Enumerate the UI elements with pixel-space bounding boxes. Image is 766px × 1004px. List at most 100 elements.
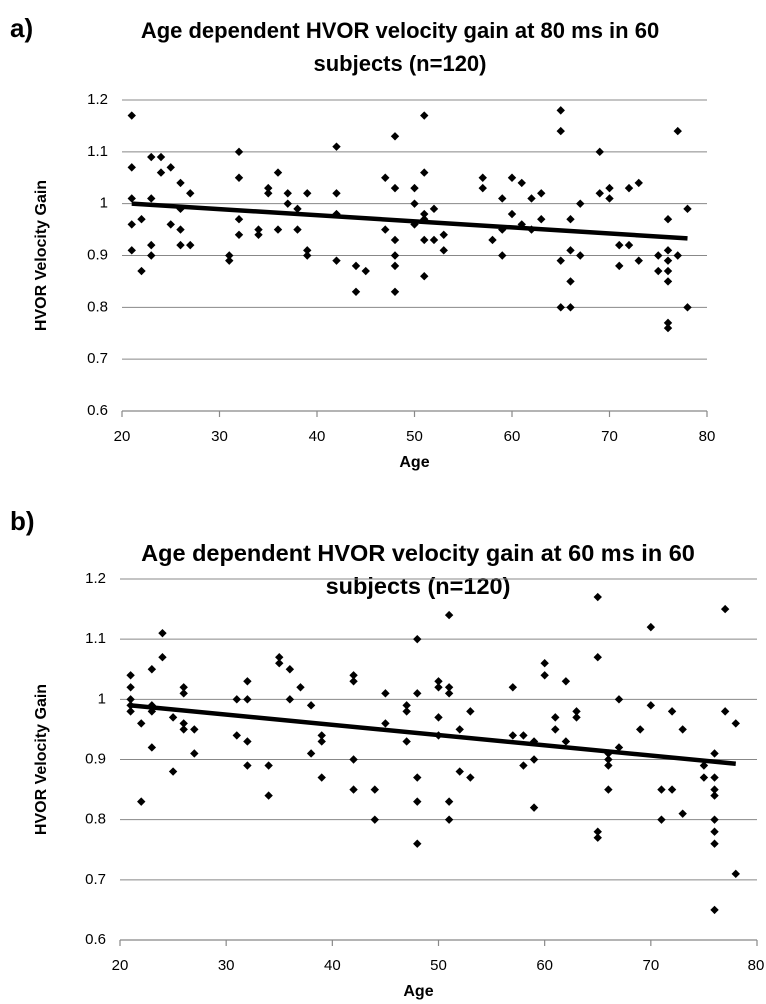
data-point	[349, 785, 358, 794]
x-tick-label: 50	[430, 957, 447, 974]
data-point	[710, 749, 719, 758]
data-point	[390, 183, 400, 193]
data-point	[572, 707, 581, 716]
data-point	[466, 707, 475, 716]
data-point	[420, 235, 429, 245]
data-point	[351, 287, 361, 296]
data-point	[663, 215, 673, 224]
data-point	[566, 277, 575, 286]
data-point	[402, 701, 411, 710]
data-point	[634, 256, 643, 265]
data-point	[508, 683, 518, 692]
data-point	[615, 240, 624, 250]
x-tick-label: 70	[642, 957, 659, 974]
data-point	[225, 251, 234, 260]
data-point	[303, 246, 312, 255]
y-tick-label: 1	[98, 690, 106, 707]
data-point	[293, 225, 302, 234]
data-point	[179, 725, 188, 734]
data-point	[478, 173, 487, 182]
data-point	[561, 677, 571, 686]
data-point	[264, 791, 273, 800]
data-point	[593, 833, 602, 842]
data-point	[663, 266, 673, 276]
data-point	[234, 230, 244, 239]
data-point	[529, 803, 539, 812]
data-point	[283, 199, 292, 208]
data-point	[429, 235, 439, 245]
x-axis-title: Age	[403, 983, 433, 1000]
data-point	[254, 225, 263, 234]
data-point	[720, 707, 730, 716]
data-point	[390, 251, 400, 260]
y-tick-label: 1	[100, 195, 108, 212]
data-point	[529, 737, 539, 746]
data-point	[667, 707, 677, 716]
data-point	[190, 725, 199, 734]
data-point	[127, 163, 136, 172]
data-point	[444, 689, 454, 698]
data-point	[556, 106, 565, 115]
data-point	[683, 204, 692, 214]
data-point	[420, 209, 429, 219]
y-tick-label: 0.7	[85, 871, 106, 888]
data-point	[293, 204, 302, 214]
data-point	[176, 225, 185, 234]
data-point	[517, 178, 526, 188]
data-point	[381, 719, 390, 728]
data-point	[566, 215, 575, 224]
data-point	[349, 755, 358, 764]
data-point	[439, 230, 448, 239]
data-point	[420, 272, 429, 281]
data-point	[166, 163, 175, 172]
data-point	[176, 178, 185, 188]
data-point	[624, 183, 634, 193]
data-point	[434, 713, 443, 722]
data-point	[158, 653, 167, 662]
data-point	[402, 707, 411, 716]
data-point	[595, 189, 604, 198]
data-point	[137, 215, 146, 224]
data-point	[126, 707, 135, 716]
x-tick-label: 40	[324, 957, 341, 974]
data-point	[604, 761, 613, 770]
data-point	[673, 126, 682, 136]
data-point	[466, 773, 475, 782]
data-point	[595, 147, 604, 157]
x-tick-label: 80	[748, 957, 765, 974]
data-point	[593, 653, 602, 662]
data-point	[507, 209, 517, 219]
data-point	[731, 869, 740, 879]
data-point	[275, 659, 284, 668]
data-point	[273, 168, 283, 177]
x-tick-label: 60	[536, 957, 553, 974]
data-point	[420, 168, 429, 177]
y-tick-label: 0.6	[85, 931, 106, 948]
data-point	[370, 815, 379, 824]
data-point	[243, 695, 252, 704]
data-point	[390, 132, 400, 141]
x-tick-label: 20	[112, 957, 129, 974]
data-point	[349, 671, 358, 680]
x-tick-label: 40	[309, 428, 326, 445]
y-tick-label: 0.9	[87, 246, 108, 263]
data-point	[234, 147, 244, 157]
data-point	[390, 235, 400, 245]
x-tick-label: 30	[211, 428, 228, 445]
data-point	[537, 189, 546, 198]
data-point	[498, 194, 507, 203]
data-point	[710, 773, 719, 782]
data-point	[710, 839, 719, 848]
data-point	[710, 791, 719, 800]
data-point	[285, 665, 295, 674]
y-tick-label: 0.7	[87, 350, 108, 367]
data-point	[147, 152, 156, 162]
data-point	[663, 256, 673, 265]
data-point	[156, 152, 166, 162]
data-point	[147, 665, 157, 674]
data-point	[561, 737, 571, 746]
data-point	[254, 230, 263, 239]
x-tick-label: 60	[504, 428, 521, 445]
data-point	[646, 701, 656, 710]
data-point	[243, 761, 252, 770]
